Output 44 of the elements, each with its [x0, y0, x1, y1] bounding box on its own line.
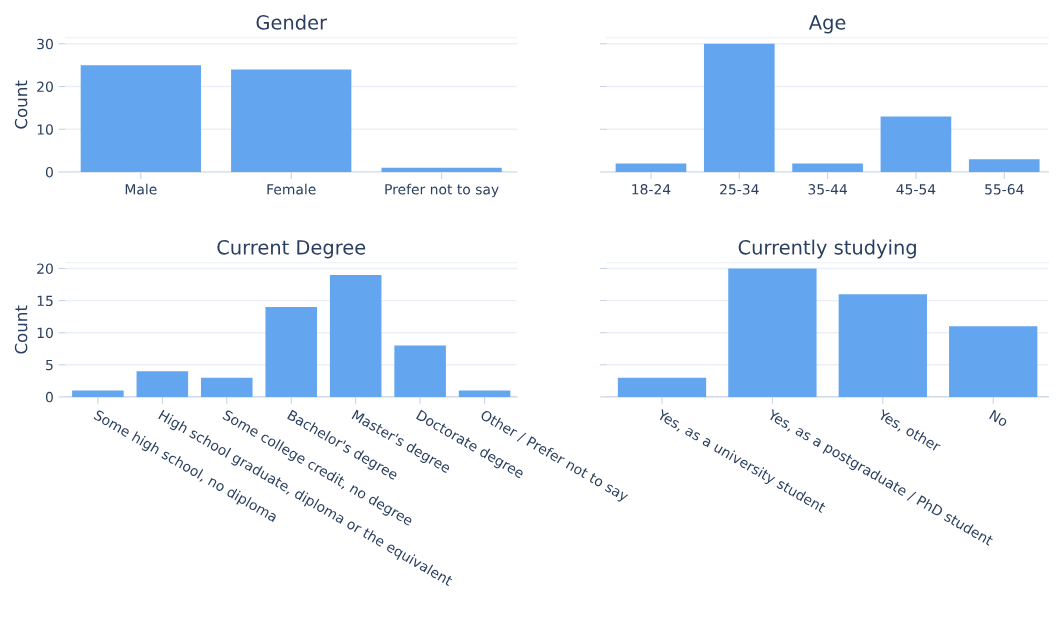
bar	[72, 390, 124, 397]
y-tick-label: 0	[45, 391, 53, 403]
x-tick-label: Female	[267, 183, 316, 195]
bar	[968, 159, 1040, 172]
bar	[949, 326, 1038, 397]
bar	[201, 377, 253, 397]
bar	[838, 294, 927, 397]
bar	[880, 116, 952, 172]
chart-title: Current Degree	[217, 239, 366, 259]
bar	[728, 268, 817, 397]
bar	[617, 377, 707, 397]
y-axis-title: Count	[14, 80, 28, 129]
y-tick-label: 15	[37, 295, 53, 307]
x-tick-label: 45-54	[896, 184, 936, 195]
bar	[80, 65, 201, 172]
chart-title: Age	[808, 15, 846, 34]
x-tick-label: Male	[125, 183, 157, 195]
bar	[703, 43, 775, 172]
x-tick-label: 55-64	[985, 184, 1024, 195]
x-tick-label: 35-44	[808, 184, 848, 195]
y-tick-label: 5	[46, 359, 53, 371]
bar	[792, 163, 863, 172]
x-tick-label: No	[989, 409, 1009, 428]
bar	[394, 345, 446, 397]
bar	[458, 390, 511, 397]
bar	[329, 274, 382, 397]
x-tick-label: Yes, other	[876, 408, 942, 454]
y-tick-label: 10	[37, 327, 53, 339]
y-tick-label: 10	[37, 124, 53, 135]
bar	[381, 167, 502, 172]
bar	[136, 371, 189, 397]
y-tick-label: 20	[37, 263, 53, 274]
x-tick-label: Prefer not to say	[385, 183, 499, 198]
chart-title: Currently studying	[738, 239, 916, 259]
y-tick-label: 30	[37, 38, 53, 50]
bar	[615, 163, 687, 172]
y-axis-title: Count	[14, 305, 28, 354]
y-tick-label: 20	[37, 81, 53, 92]
bar	[265, 307, 317, 397]
x-tick-label: 18-24	[632, 184, 671, 195]
y-tick-label: 0	[45, 166, 53, 178]
x-tick-label: 25-34	[720, 184, 759, 195]
bar	[231, 69, 352, 172]
chart-title: Gender	[256, 14, 328, 30]
